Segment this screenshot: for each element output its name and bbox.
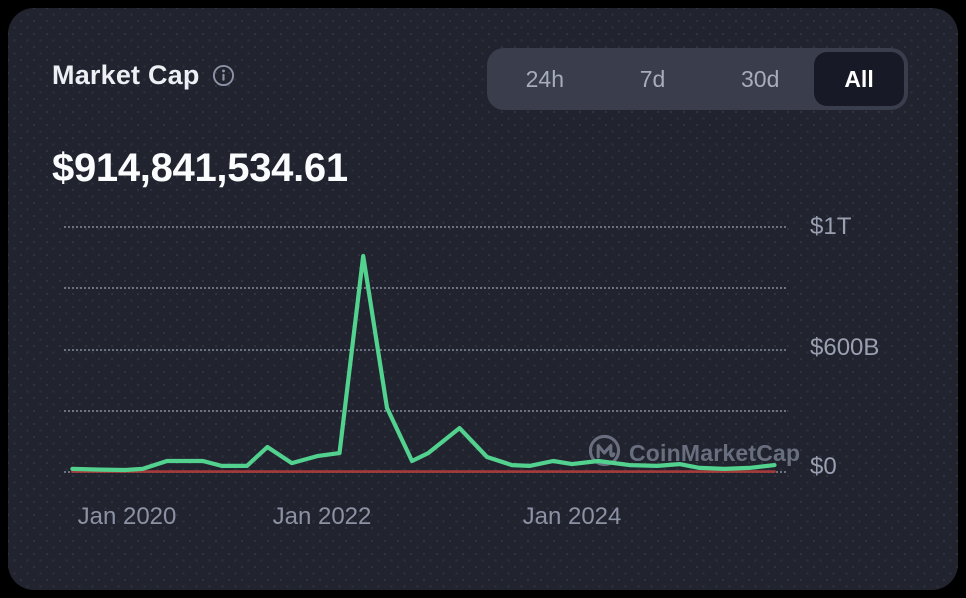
coinmarketcap-logo-icon xyxy=(588,434,621,472)
y-axis-tick-0: $0 xyxy=(810,453,837,480)
header: Market Cap xyxy=(52,60,235,91)
watermark-label: CoinMarketCap xyxy=(629,439,801,466)
info-icon[interactable] xyxy=(212,64,235,87)
range-button-7d[interactable]: 7d xyxy=(599,52,707,106)
x-axis-tick-jan2020: Jan 2020 xyxy=(77,503,177,530)
gridline xyxy=(64,410,786,412)
range-button-30d[interactable]: 30d xyxy=(706,52,814,106)
gridline xyxy=(64,226,786,228)
watermark: CoinMarketCap xyxy=(588,434,800,472)
time-range-selector: 24h 7d 30d All xyxy=(487,48,908,110)
x-axis-tick-jan2024: Jan 2024 xyxy=(522,503,622,530)
page-title: Market Cap xyxy=(52,60,200,90)
gridline xyxy=(64,349,786,351)
range-button-24h[interactable]: 24h xyxy=(491,52,599,106)
range-button-all[interactable]: All xyxy=(814,52,905,106)
x-axis-tick-jan2022: Jan 2022 xyxy=(272,503,372,530)
market-cap-value: $914,841,534.61 xyxy=(52,146,348,190)
y-axis-tick-600b: $600B xyxy=(810,334,880,361)
y-axis-tick-1t: $1T xyxy=(810,213,852,240)
gridline xyxy=(64,287,786,289)
